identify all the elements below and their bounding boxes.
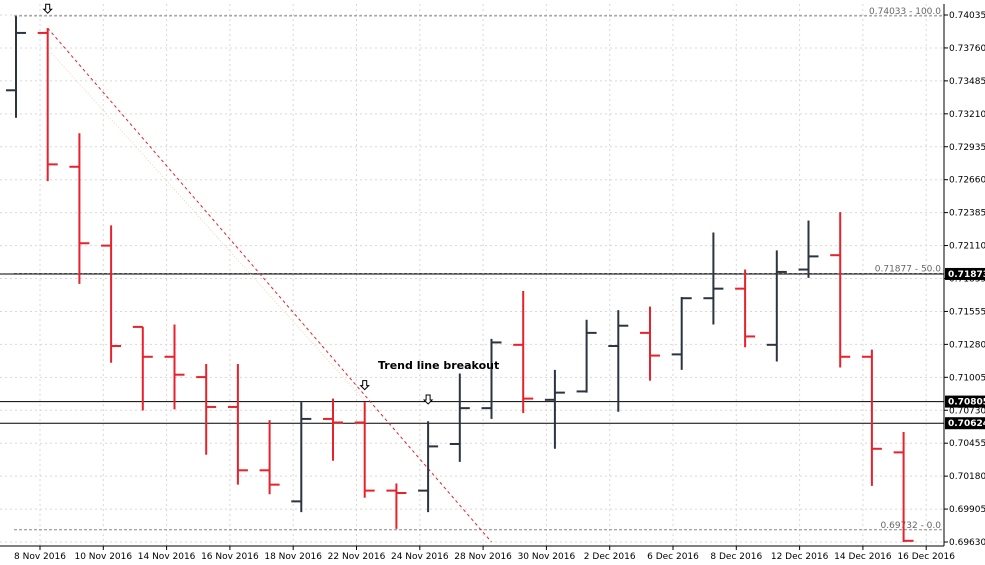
- ohlc-bar: [69, 133, 90, 284]
- ohlc-bar: [323, 398, 343, 461]
- ohlc-bar: [830, 212, 851, 368]
- ohlc-bar: [37, 28, 58, 182]
- ohlc-bar: [291, 402, 312, 513]
- y-tick-label: 0.69905: [949, 505, 985, 515]
- x-tick-label: 14 Nov 2016: [138, 552, 196, 562]
- ohlc-bar: [861, 349, 882, 486]
- ohlc-bar: [798, 220, 819, 278]
- x-tick-label: 18 Nov 2016: [264, 552, 322, 562]
- y-tick-label: 0.71005: [949, 373, 985, 383]
- price-label: 0.70624: [948, 419, 985, 429]
- ohlc-bar: [418, 421, 439, 513]
- y-tick-label: 0.73760: [949, 44, 985, 54]
- axes: [0, 4, 945, 547]
- x-tick-label: 8 Nov 2016: [14, 552, 66, 562]
- y-tick-label: 0.74035: [949, 11, 985, 21]
- down-arrow-icon: [359, 380, 370, 391]
- x-tick-label: 30 Nov 2016: [518, 552, 576, 562]
- x-tick-label: 28 Nov 2016: [454, 552, 512, 562]
- trend-line: [47, 27, 492, 543]
- trend-line: [47, 27, 492, 543]
- x-tick-label: 22 Nov 2016: [328, 552, 386, 562]
- ohlc-bar: [132, 325, 153, 411]
- horizontal-lines: [0, 273, 944, 424]
- arrow-markers: [42, 3, 434, 405]
- y-tick-label: 0.72385: [949, 209, 985, 219]
- ohlc-bar: [703, 232, 724, 325]
- ohlc-bar: [544, 369, 565, 449]
- down-arrow-icon: [422, 394, 434, 405]
- ohlc-bar: [671, 297, 692, 370]
- x-tick-label: 12 Dec 2016: [771, 552, 829, 562]
- price-label: 0.70805: [948, 398, 985, 408]
- price-label: 0.71873: [948, 270, 985, 280]
- x-tick-label: 16 Nov 2016: [201, 552, 259, 562]
- ohlc-bar: [259, 420, 280, 495]
- ohlc-bar: [227, 363, 248, 485]
- ohlc-bar: [164, 324, 185, 410]
- ohlc-bar: [196, 363, 217, 455]
- x-tick-label: 8 Dec 2016: [710, 552, 762, 562]
- y-tick-label: 0.70730: [949, 406, 985, 416]
- price-label-box: [945, 395, 985, 408]
- price-label-box: [945, 267, 985, 280]
- y-tick-label: 0.71280: [949, 340, 985, 350]
- x-tick-label: 2 Dec 2016: [584, 552, 636, 562]
- x-tick-label: 6 Dec 2016: [647, 552, 699, 562]
- y-tick-label: 0.72110: [949, 242, 985, 252]
- price-label-box: [945, 417, 985, 430]
- ohlc-bar: [608, 310, 629, 412]
- ohlc-bar: [386, 483, 407, 529]
- ohlc-bar: [640, 306, 660, 381]
- x-tick-label: 24 Nov 2016: [391, 552, 449, 562]
- ohlc-bar: [101, 225, 122, 363]
- x-tick-label: 16 Dec 2016: [897, 552, 955, 562]
- down-arrow-icon: [42, 3, 53, 14]
- y-tick-label: 0.70180: [949, 472, 985, 482]
- ohlc-bar: [893, 432, 914, 542]
- x-tick-label: 10 Nov 2016: [74, 552, 132, 562]
- ohlc-bars: [6, 16, 914, 542]
- fibonacci-level-label: 0.74033 - 100.0: [869, 7, 941, 17]
- y-tick-label: 0.72660: [949, 176, 985, 186]
- ohlc-bar: [354, 402, 375, 498]
- ohlc-bar: [449, 373, 470, 462]
- y-tick-label: 0.70455: [949, 439, 985, 449]
- ohlc-bar: [735, 269, 756, 348]
- ohlc-bar: [766, 250, 787, 362]
- ohlc-bar: [481, 338, 502, 419]
- y-tick-label: 0.73210: [949, 110, 985, 120]
- x-axis-ticks: 8 Nov 2016 10 Nov 2016 14 Nov 2016 16 Nov 2…: [14, 546, 955, 562]
- price-labels: 0.71873 0.70805 0.70624: [945, 267, 985, 430]
- grid: [0, 4, 944, 546]
- ohlc-bar: [6, 16, 26, 118]
- fibonacci-level-label: 0.71877 - 50.0: [875, 264, 941, 274]
- ohlc-bar: [576, 319, 597, 393]
- y-tick-label: 0.72935: [949, 143, 985, 153]
- y-tick-label: 0.71555: [949, 307, 985, 317]
- fibonacci-level-label: 0.69732 - 0.0: [881, 521, 942, 531]
- y-tick-label: 0.73485: [949, 77, 985, 87]
- annotation-trend-line-breakout: Trend line breakout: [378, 359, 499, 372]
- ohlc-bar: [513, 291, 534, 413]
- y-tick-label: 0.69630: [949, 538, 985, 548]
- x-tick-label: 14 Dec 2016: [834, 552, 892, 562]
